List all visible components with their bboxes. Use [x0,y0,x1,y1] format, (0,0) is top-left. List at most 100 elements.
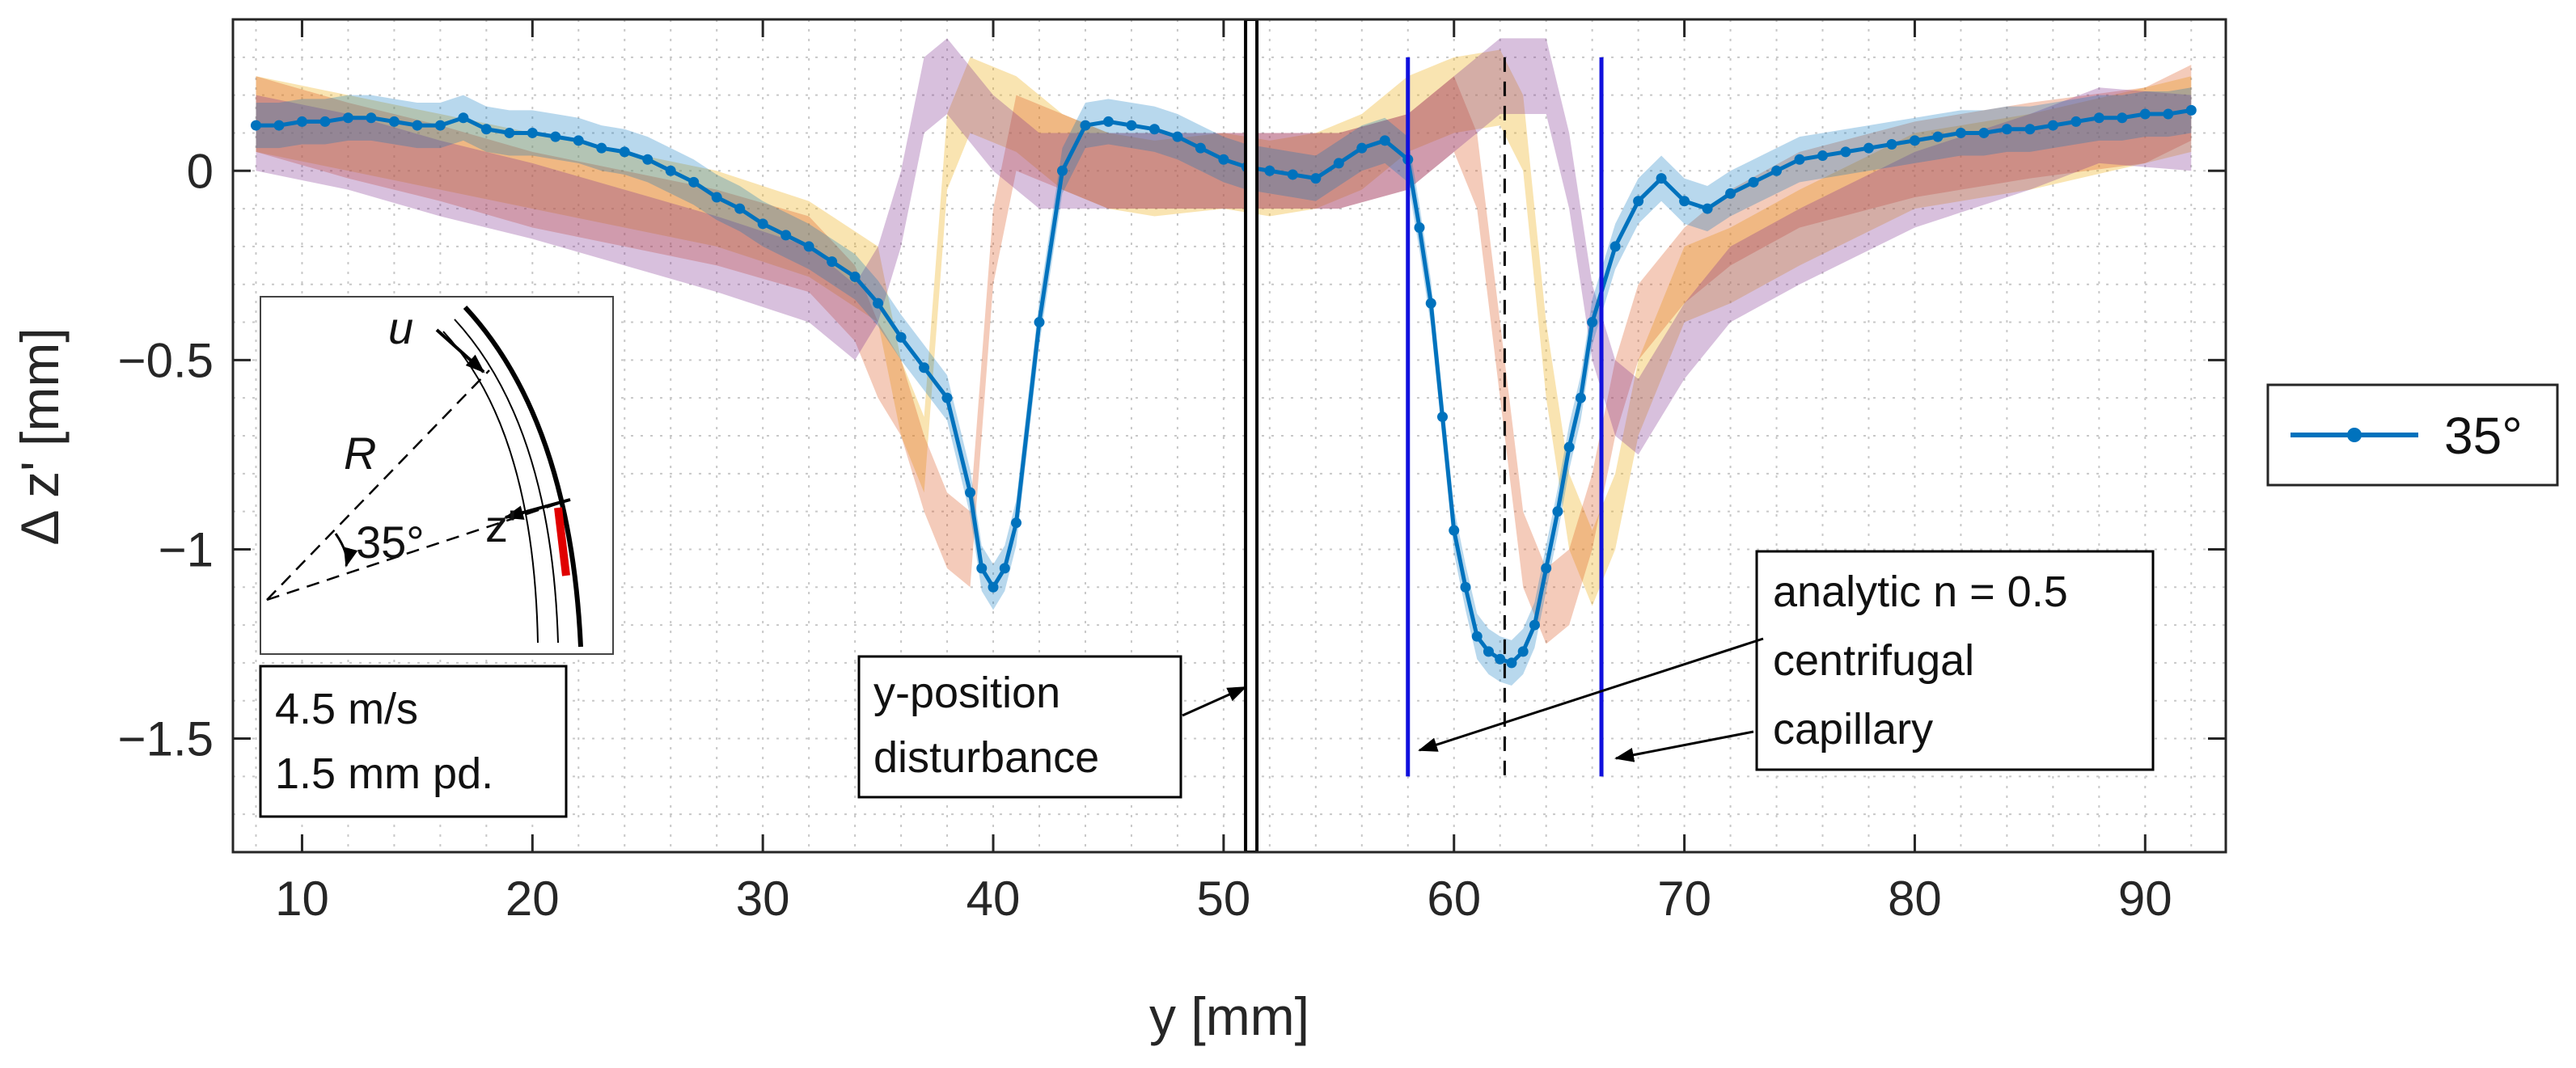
data-point [988,582,999,593]
data-point [1552,506,1563,517]
disturbance-line-2: disturbance [873,733,1099,782]
data-point [2071,116,2081,127]
data-point [688,177,699,188]
data-point [1472,631,1483,642]
inset-diagram: u R 35° z' [260,297,613,654]
data-point [2048,120,2058,131]
y-tick-label: −0.5 [118,333,214,387]
data-point [1633,196,1643,206]
data-point [1564,442,1575,453]
data-point [458,112,468,123]
data-point [435,120,446,131]
data-point [2117,112,2127,123]
data-point [873,298,883,309]
x-tick-label: 20 [505,872,560,926]
data-point [251,120,261,131]
data-point [620,146,630,157]
conditions-box: 4.5 m/s 1.5 mm pd. [260,666,566,817]
data-point [1656,173,1667,184]
y-tick-label: −1 [159,522,214,576]
data-point [1840,146,1851,157]
data-point [1725,188,1736,199]
x-tick-label: 30 [736,872,790,926]
data-point [642,154,653,165]
data-point [827,256,837,267]
data-point [1506,657,1516,668]
data-point [1587,317,1597,327]
data-point [1529,620,1540,631]
legend-label: 35° [2444,407,2523,465]
inset-box [260,297,613,654]
data-point [1103,116,1114,127]
data-point [1771,166,1782,176]
data-point [1310,173,1321,184]
data-point [2140,109,2151,120]
conditions-line-2: 1.5 mm pd. [275,749,493,798]
data-point [758,218,768,229]
x-tick-label: 80 [1888,872,1942,926]
analytic-line-1: analytic n = 0.5 [1773,568,2068,616]
data-point [712,192,722,203]
data-point [1057,166,1068,176]
data-point [919,362,929,373]
x-tick-label: 90 [2118,872,2172,926]
x-tick-label: 50 [1197,872,1251,926]
data-point [1288,169,1298,179]
data-point [1449,526,1459,536]
data-point [319,116,330,127]
data-point [965,488,975,498]
data-point [1910,135,1920,146]
data-point [596,143,607,154]
data-point [366,112,376,123]
y-tick-label: −1.5 [118,712,214,766]
data-point [343,112,353,123]
data-point [1795,154,1805,165]
x-tick-label: 70 [1657,872,1711,926]
data-point [2186,105,2197,116]
data-point [273,120,284,131]
data-point [1703,204,1713,214]
data-point [2163,109,2173,120]
conditions-line-1: 4.5 m/s [275,685,418,733]
legend-marker [2347,428,2362,442]
data-point [1576,393,1586,403]
inset-r-label: R [344,428,376,479]
data-point [1460,582,1470,593]
inset-z-label: z' [485,500,517,551]
data-point [1218,154,1229,165]
data-point [2094,112,2104,123]
data-point [527,128,538,138]
data-point [1415,222,1425,233]
data-point [1978,128,1989,138]
data-point [412,120,422,131]
data-point [2024,124,2035,134]
data-point [1541,563,1551,573]
y-tick-label: 0 [187,144,214,198]
data-point [1080,120,1090,131]
data-point [1172,132,1182,142]
data-point [1011,517,1022,528]
data-point [734,204,745,214]
data-point [1426,298,1436,309]
data-point [2002,124,2012,134]
data-point [896,332,907,343]
data-point [1034,317,1044,327]
data-point [850,272,861,282]
data-point [1679,196,1690,206]
data-point [1437,412,1448,422]
data-point [1518,646,1529,656]
x-tick-label: 40 [967,872,1021,926]
data-point [297,116,307,127]
data-point [1749,177,1759,188]
data-point [504,128,514,138]
y-axis-label: Δ z' [mm] [10,327,70,545]
analytic-line-3: capillary [1773,705,1933,754]
data-point [976,563,987,573]
data-point [780,230,791,240]
data-point [666,166,676,176]
data-point [1932,132,1943,142]
data-point [942,393,953,403]
inset-angle-label: 35° [356,517,425,568]
x-tick-label: 10 [275,872,329,926]
chart: 10 20 30 40 50 60 70 80 900−0.5−1−1.5 y [mm] Δ z… [0,0,2576,1068]
